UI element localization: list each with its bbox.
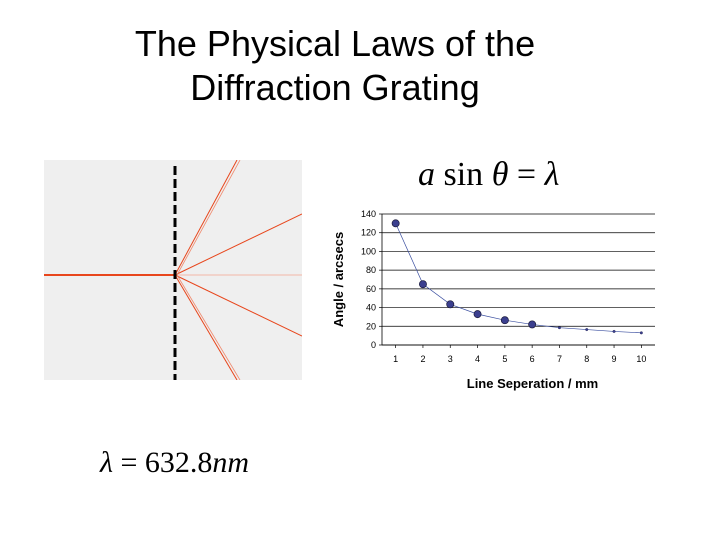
title-line-2: Diffraction Grating [190, 67, 480, 108]
y-tick-label: 120 [361, 228, 376, 238]
y-tick-label: 140 [361, 209, 376, 219]
x-tick-label: 3 [448, 354, 453, 364]
x-tick-label: 7 [557, 354, 562, 364]
data-point [639, 331, 643, 335]
data-point [500, 316, 509, 325]
diagram-background [44, 160, 302, 380]
x-tick-label: 10 [636, 354, 646, 364]
y-axis-label: Angle / arcsecs [331, 232, 346, 327]
y-tick-label: 40 [366, 303, 376, 313]
data-point [473, 310, 482, 319]
diffracted-beam-minus1 [174, 274, 302, 337]
diffraction-diagram [44, 160, 302, 380]
title-line-1: The Physical Laws of the [134, 23, 536, 64]
x-tick-label: 1 [393, 354, 398, 364]
diffracted-beam-minus2b [176, 274, 241, 380]
data-point [446, 300, 455, 309]
formula-lambda: λ [544, 156, 560, 193]
x-axis-label: Line Seperation / mm [467, 376, 598, 391]
series-line [395, 223, 642, 334]
x-tick-label: 8 [584, 354, 589, 364]
formula-a: a [418, 156, 435, 193]
y-tick-label: 20 [366, 321, 376, 331]
slide-title: The Physical Laws of the Diffraction Gra… [95, 22, 575, 110]
wavelength-equation: λ = 632.8nm [100, 446, 249, 480]
x-tick-label: 9 [612, 354, 617, 364]
diffracted-beam-minus2 [174, 274, 238, 380]
data-point [528, 320, 537, 329]
formula-sin: sin [443, 156, 484, 193]
data-point [612, 329, 616, 333]
wavelength-equals: = [120, 446, 138, 479]
y-tick-label: 80 [366, 265, 376, 275]
wavelength-unit: nm [212, 446, 250, 479]
diffracted-beam-plus2b [176, 160, 241, 276]
diffracted-beam-plus1 [174, 213, 302, 276]
diffracted-beam-plus2 [174, 160, 238, 276]
data-point [557, 326, 561, 330]
formula-theta: θ [491, 156, 509, 193]
data-point [585, 328, 589, 332]
wavelength-value: 632.8 [144, 446, 213, 479]
grating-equation: a sin θ = λ [418, 156, 559, 194]
formula-equals: = [516, 156, 537, 193]
y-tick-label: 60 [366, 284, 376, 294]
data-point [391, 219, 400, 228]
angle-vs-separation-chart: 0 20 40 60 80 100 120 140 1 2 3 4 5 6 7 8 9 10 Line Sepera… [331, 209, 655, 391]
data-point [418, 280, 427, 289]
wavelength-lambda: λ [100, 446, 113, 479]
x-tick-label: 2 [420, 354, 425, 364]
y-tick-label: 0 [371, 340, 376, 350]
y-tick-label: 100 [361, 246, 376, 256]
x-tick-label: 6 [530, 354, 535, 364]
x-tick-label: 4 [475, 354, 480, 364]
x-tick-label: 5 [502, 354, 507, 364]
